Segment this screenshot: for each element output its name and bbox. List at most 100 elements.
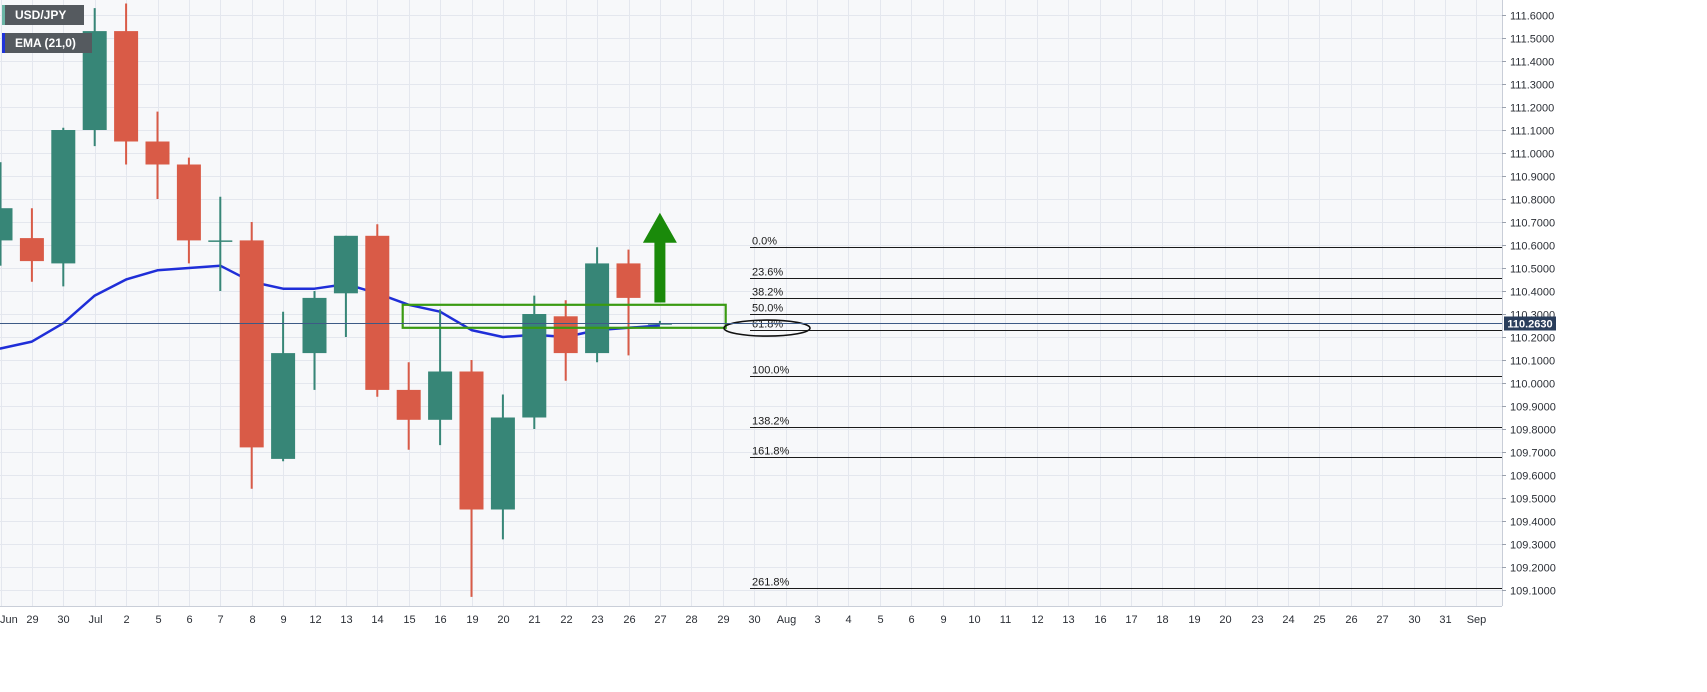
x-tick-label: 21: [528, 614, 540, 626]
y-tick-label: 110.8000: [1510, 195, 1555, 207]
x-tick-label: 29: [26, 614, 38, 626]
x-tick-label: 7: [217, 614, 223, 626]
x-tick-label: 22: [560, 614, 572, 626]
x-tick-label: 6: [908, 614, 914, 626]
y-tick-label: 110.6000: [1510, 241, 1555, 253]
candle-body-up: [208, 240, 233, 242]
fib-level-label: 61.8%: [752, 319, 783, 331]
y-tick-label: 109.7000: [1510, 448, 1556, 460]
x-tick-label: 16: [434, 614, 446, 626]
current-price-label: 110.2630: [1507, 319, 1552, 331]
y-tick-label: 109.8000: [1510, 425, 1556, 437]
y-tick-label: 110.4000: [1510, 287, 1555, 299]
x-tick-label: 8: [249, 614, 255, 626]
y-tick-label: 109.9000: [1510, 402, 1556, 414]
x-tick-label: 3: [814, 614, 820, 626]
y-tick-label: 109.3000: [1510, 540, 1556, 552]
x-tick-label: 30: [1408, 614, 1420, 626]
price-axis: 111.6000 111.5000 111.4000 111.3000 111.2000…: [1502, 11, 1556, 598]
x-tick-label: 4: [845, 614, 851, 626]
y-tick-label: 109.2000: [1510, 563, 1556, 575]
x-tick-label: 28: [685, 614, 697, 626]
x-tick-label: 9: [940, 614, 946, 626]
y-tick-label: 110.2000: [1510, 333, 1555, 345]
y-tick-label: 109.6000: [1510, 471, 1556, 483]
candle-body-down: [459, 371, 484, 510]
y-tick-label: 109.5000: [1510, 494, 1556, 506]
x-tick-label: Aug: [777, 614, 797, 626]
y-tick-label: 111.3000: [1510, 80, 1554, 92]
fib-level-label: 100.0%: [752, 365, 790, 377]
x-tick-label: 27: [654, 614, 666, 626]
annotations: [401, 212, 811, 337]
support-zone-box: [401, 303, 727, 329]
x-tick-label: 23: [591, 614, 603, 626]
fib-level-label: 261.8%: [752, 577, 790, 589]
x-tick-label: 29: [717, 614, 729, 626]
candle-body-up: [0, 208, 13, 241]
x-tick-label: 17: [1125, 614, 1137, 626]
candle-body-down: [19, 238, 44, 262]
candle-body-down: [616, 263, 641, 298]
x-tick-label: 31: [1439, 614, 1451, 626]
x-tick-label: 26: [1345, 614, 1357, 626]
fib-level-label: 50.0%: [752, 303, 783, 315]
x-tick-label: Sep: [1467, 614, 1487, 626]
symbol-legend[interactable]: USD/JPY: [2, 5, 84, 25]
candle-body-up: [333, 235, 358, 294]
y-tick-label: 109.4000: [1510, 517, 1556, 529]
candle-body-down: [553, 316, 578, 354]
x-tick-label: 30: [748, 614, 760, 626]
x-tick-label: 18: [1156, 614, 1168, 626]
x-tick-label: 12: [1031, 614, 1043, 626]
symbol-label: USD/JPY: [15, 8, 67, 22]
candle-body-down: [365, 235, 390, 390]
y-tick-label: 111.5000: [1510, 34, 1554, 46]
candle-body-down: [176, 164, 201, 241]
x-tick-label: 20: [497, 614, 509, 626]
y-tick-label: 111.4000: [1510, 57, 1554, 69]
candle-body-down: [114, 31, 139, 142]
fib-level-label: 161.8%: [752, 446, 790, 458]
candles: [0, 3, 672, 597]
x-tick-label: 11: [1000, 614, 1011, 626]
x-tick-label: 23: [1251, 614, 1263, 626]
y-tick-label: 110.1000: [1510, 356, 1555, 368]
bullish-arrow: [642, 212, 677, 303]
fib-618-highlight-ellipse: [723, 319, 811, 337]
y-tick-label: 111.6000: [1510, 11, 1554, 23]
candle-body-down: [239, 240, 264, 448]
x-tick-label: 27: [1376, 614, 1388, 626]
x-tick-label: 9: [280, 614, 286, 626]
time-axis: Jun 29 30 Jul 2 5 6 7 8 9 12 13 14 15 16 19 20 21 22 23 26 27…: [0, 614, 1486, 626]
x-tick-label: 13: [1062, 614, 1074, 626]
x-tick-label: 20: [1219, 614, 1231, 626]
x-tick-label: 19: [466, 614, 478, 626]
y-tick-label: 110.5000: [1510, 264, 1555, 276]
ema-legend[interactable]: EMA (21,0): [2, 33, 92, 53]
candle-body-up: [271, 353, 296, 459]
candle-body-up: [522, 314, 547, 418]
x-tick-label: 24: [1282, 614, 1294, 626]
y-tick-label: 110.0000: [1510, 379, 1555, 391]
y-tick-label: 111.1000: [1510, 126, 1554, 138]
x-tick-label: 19: [1188, 614, 1200, 626]
fib-level-label: 23.6%: [752, 267, 783, 279]
y-tick-label: 109.1000: [1510, 586, 1556, 598]
y-tick-label: 110.7000: [1510, 218, 1555, 230]
x-tick-label: 14: [371, 614, 383, 626]
x-tick-label: 13: [340, 614, 352, 626]
fib-level-label: 38.2%: [752, 287, 783, 299]
fibonacci-retracement: 0.0% 23.6% 38.2% 50.0% 61.8% 100.0% 138.2% 161.…: [750, 236, 1502, 589]
candle-body-up: [428, 371, 453, 420]
x-tick-label: 15: [403, 614, 415, 626]
y-tick-label: 110.9000: [1510, 172, 1555, 184]
x-tick-label: 30: [57, 614, 69, 626]
y-tick-label: 111.2000: [1510, 103, 1554, 115]
x-tick-label: 16: [1094, 614, 1106, 626]
candle-body-up: [585, 263, 610, 354]
x-tick-label: 6: [186, 614, 192, 626]
y-tick-label: 111.0000: [1510, 149, 1554, 161]
